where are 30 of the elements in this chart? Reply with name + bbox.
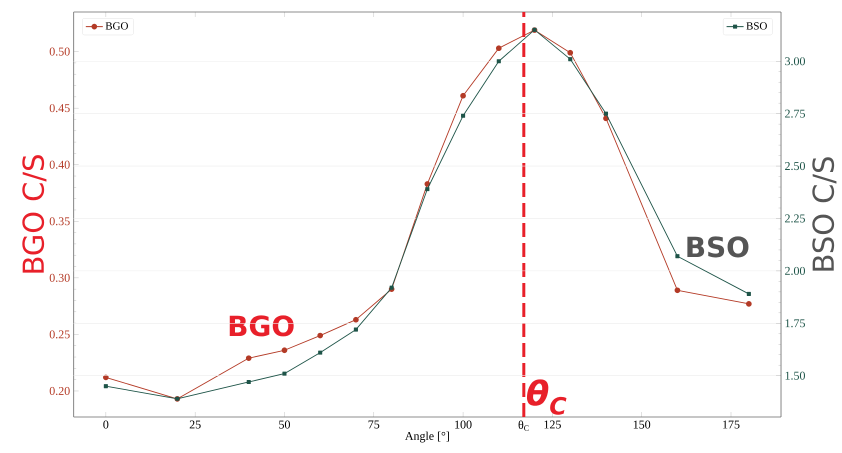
x-tick-label: 50 bbox=[279, 420, 290, 429]
y-tick-label: 0.50 bbox=[50, 48, 70, 56]
x-axis-title: Angle [°] bbox=[404, 432, 449, 442]
y2-tick-label: 3.00 bbox=[785, 57, 805, 66]
x-tick-label: 25 bbox=[190, 420, 201, 429]
y-tick-label: 0.40 bbox=[50, 160, 70, 169]
y2-tick-label: 2.50 bbox=[785, 162, 805, 170]
annotation: BGO bbox=[230, 315, 294, 336]
x-tick-label: 75 bbox=[368, 420, 380, 428]
x-tick-label: 175 bbox=[723, 420, 740, 429]
y2-tick-label: 2.25 bbox=[785, 214, 805, 223]
x-tick-label: θ$_{C}$ bbox=[518, 420, 529, 431]
x-tick-label: 100 bbox=[455, 420, 472, 429]
x-tick-label: 0 bbox=[103, 420, 108, 429]
y2-tick-label: 1.50 bbox=[786, 372, 805, 380]
y2-axis-title: BSO C/S bbox=[812, 157, 836, 271]
y2-tick-label: 2.75 bbox=[785, 110, 805, 118]
x-tick-label: 125 bbox=[544, 420, 561, 429]
y-tick-label: 0.35 bbox=[50, 217, 70, 226]
legend-label: BGO bbox=[106, 22, 128, 30]
y-axis-title: BGO C/S bbox=[22, 155, 46, 273]
annotation: BSO bbox=[687, 236, 748, 258]
y2-tick-label: 2.00 bbox=[785, 266, 805, 275]
legend-label: BSO bbox=[746, 22, 767, 30]
y-tick-label: 0.45 bbox=[50, 104, 70, 112]
y-tick-label: 0.25 bbox=[50, 330, 70, 338]
y-tick-label: 0.30 bbox=[50, 274, 70, 282]
y-tick-label: 0.20 bbox=[50, 386, 70, 396]
x-tick-label: 150 bbox=[634, 420, 650, 429]
y2-tick-label: 1.75 bbox=[786, 319, 805, 328]
